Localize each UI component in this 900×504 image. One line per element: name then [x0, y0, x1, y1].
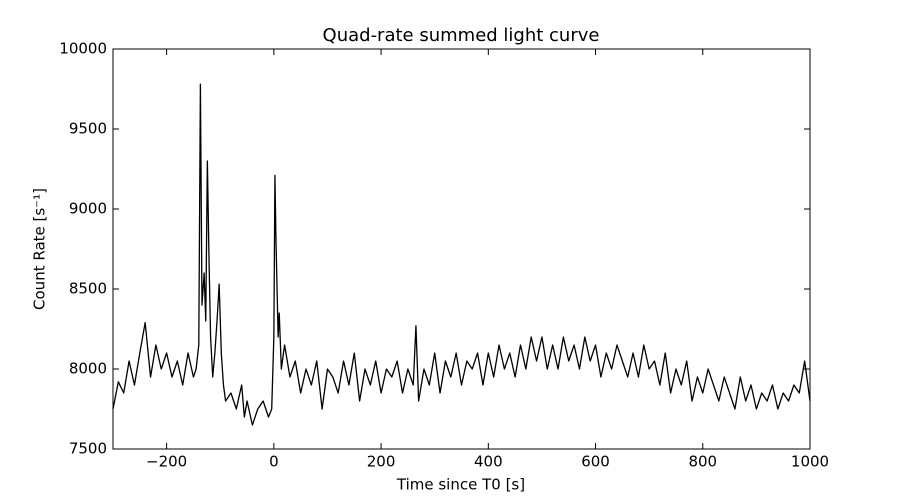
y-tick-label: 8500 — [69, 280, 107, 298]
x-tick-label: −200 — [146, 453, 187, 471]
y-tick-label: 8000 — [69, 360, 107, 378]
x-tick-label: 400 — [474, 453, 503, 471]
y-tick-label: 9500 — [69, 120, 107, 138]
x-tick-label: 600 — [581, 453, 610, 471]
x-tick-label: 1000 — [791, 453, 829, 471]
x-axis-label: Time since T0 [s] — [396, 476, 525, 494]
y-tick-label: 10000 — [59, 40, 107, 58]
y-axis-label: Count Rate [s⁻¹] — [31, 188, 49, 310]
plot-frame — [112, 48, 811, 450]
x-tick-label: 800 — [688, 453, 717, 471]
x-tick-label: 200 — [367, 453, 396, 471]
x-tick-label: 0 — [269, 453, 279, 471]
y-tick-label: 7500 — [69, 440, 107, 458]
chart-title: Quad-rate summed light curve — [323, 25, 600, 46]
y-tick-label: 9000 — [69, 200, 107, 218]
light-curve — [112, 83, 811, 426]
